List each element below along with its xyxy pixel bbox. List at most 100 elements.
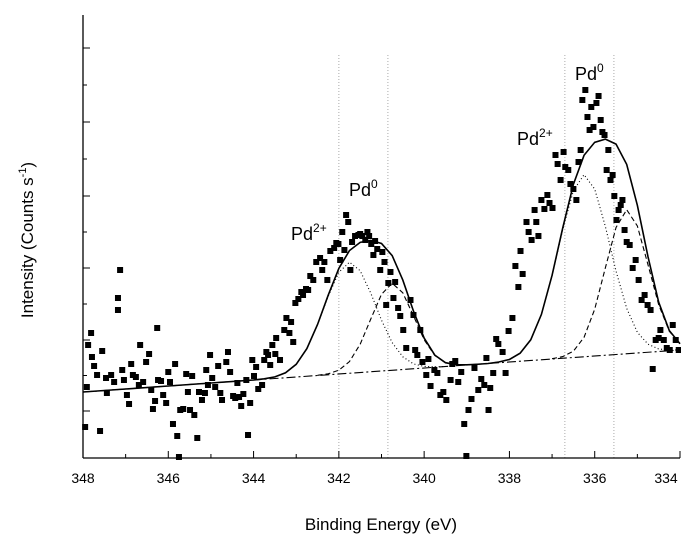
data-point xyxy=(236,394,243,400)
data-point xyxy=(577,147,584,153)
data-point xyxy=(120,377,127,383)
data-point xyxy=(341,247,348,253)
data-point xyxy=(579,97,586,103)
data-point xyxy=(227,369,234,375)
dashed-curve xyxy=(317,282,467,376)
data-point xyxy=(458,369,465,375)
x-tick-label: 342 xyxy=(327,470,351,486)
data-point xyxy=(184,389,191,395)
data-point xyxy=(519,271,526,277)
annotation: Pd2+ xyxy=(291,221,327,244)
data-point xyxy=(103,390,110,396)
data-point xyxy=(317,255,324,261)
data-point xyxy=(374,246,381,252)
data-point xyxy=(238,403,245,409)
data-point xyxy=(523,219,530,225)
data-point xyxy=(629,265,636,271)
data-point xyxy=(324,277,331,283)
data-point xyxy=(552,152,559,158)
data-point xyxy=(212,384,219,390)
data-point xyxy=(379,249,386,255)
data-point xyxy=(339,229,346,235)
data-point xyxy=(669,322,676,328)
data-point xyxy=(300,292,307,298)
data-point xyxy=(603,167,610,173)
data-point xyxy=(194,435,201,441)
data-point xyxy=(111,379,118,385)
data-point xyxy=(319,267,326,273)
data-point xyxy=(232,395,239,401)
data-point xyxy=(565,167,572,173)
data-point xyxy=(638,297,645,303)
data-point xyxy=(283,315,290,321)
data-point xyxy=(91,363,98,369)
data-point xyxy=(672,337,679,343)
data-point xyxy=(588,104,595,110)
data-point xyxy=(272,351,279,357)
data-point xyxy=(163,400,170,406)
data-point xyxy=(595,93,602,99)
data-point xyxy=(174,433,181,439)
data-point xyxy=(549,205,556,211)
data-point xyxy=(613,217,620,223)
data-point xyxy=(154,325,161,331)
data-point xyxy=(158,378,165,384)
data-point xyxy=(403,345,410,351)
data-point xyxy=(305,287,312,293)
data-point xyxy=(209,375,216,381)
data-point xyxy=(203,367,210,373)
data-point xyxy=(191,412,198,418)
data-point xyxy=(343,212,350,218)
data-point xyxy=(584,114,591,120)
dashdot-curve xyxy=(82,349,681,393)
data-point xyxy=(666,347,673,353)
x-tick-label: 338 xyxy=(498,470,522,486)
annotation-sup: 0 xyxy=(371,177,378,191)
data-point xyxy=(128,361,135,367)
data-point xyxy=(434,370,441,376)
data-point xyxy=(490,370,497,376)
data-point xyxy=(204,382,211,388)
data-point xyxy=(217,390,224,396)
data-point xyxy=(123,392,130,398)
data-point xyxy=(370,252,377,258)
data-point xyxy=(201,390,208,396)
x-axis-label: Binding Energy (eV) xyxy=(305,515,457,534)
annotation: Pd2+ xyxy=(517,126,553,149)
data-point xyxy=(224,349,231,355)
data-point xyxy=(485,407,492,413)
data-point xyxy=(82,424,89,430)
data-point xyxy=(535,233,542,239)
data-point xyxy=(286,330,293,336)
data-point xyxy=(288,319,295,325)
annotation-text: Pd xyxy=(291,224,313,244)
data-point xyxy=(452,358,459,364)
y-axis-label-sup: -1 xyxy=(17,168,29,178)
data-point xyxy=(377,267,384,273)
data-point xyxy=(471,365,478,371)
x-tick-label: 340 xyxy=(412,470,436,486)
data-point xyxy=(97,428,104,434)
data-point xyxy=(557,177,564,183)
annotation-sup: 2+ xyxy=(539,126,553,140)
data-point xyxy=(512,263,519,269)
data-point xyxy=(88,354,95,360)
data-point xyxy=(617,202,624,208)
data-point xyxy=(337,257,344,263)
data-point xyxy=(189,373,196,379)
x-tick-label: 346 xyxy=(157,470,181,486)
data-point xyxy=(619,197,626,203)
x-tick-label: 336 xyxy=(583,470,607,486)
data-point xyxy=(137,342,144,348)
annotation-text: Pd xyxy=(517,129,539,149)
annotation: Pd0 xyxy=(575,61,604,84)
data-point xyxy=(570,186,577,192)
data-point xyxy=(94,372,101,378)
data-point xyxy=(207,352,214,358)
data-point xyxy=(267,362,274,368)
data-point xyxy=(307,273,314,279)
dashed-curve xyxy=(551,208,681,360)
data-point xyxy=(483,355,490,361)
data-point xyxy=(635,277,642,283)
